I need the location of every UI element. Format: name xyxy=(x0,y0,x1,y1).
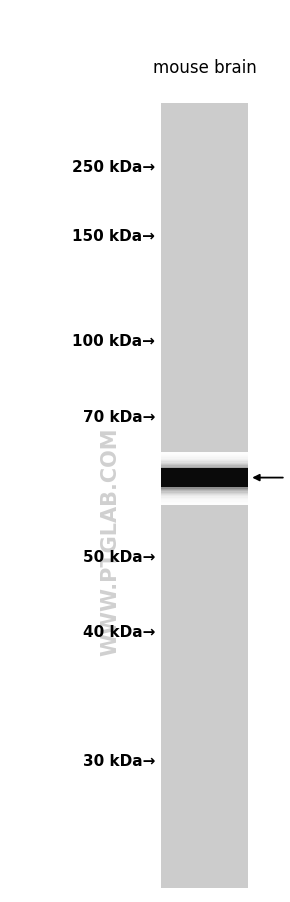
Bar xyxy=(161,462,248,464)
Text: 250 kDa→: 250 kDa→ xyxy=(72,160,155,174)
Bar xyxy=(161,468,248,470)
Bar xyxy=(161,485,248,487)
Bar xyxy=(161,486,248,488)
Bar xyxy=(161,500,248,502)
Text: 100 kDa→: 100 kDa→ xyxy=(72,334,155,348)
Bar xyxy=(161,459,248,461)
Bar xyxy=(161,493,248,495)
Bar xyxy=(161,463,248,465)
Bar xyxy=(161,491,248,492)
Bar xyxy=(161,471,248,473)
Bar xyxy=(161,489,248,491)
Text: 30 kDa→: 30 kDa→ xyxy=(83,753,155,768)
Bar xyxy=(161,454,248,456)
Bar xyxy=(161,456,248,457)
Bar xyxy=(161,483,248,484)
Bar xyxy=(161,465,248,467)
Bar xyxy=(161,470,248,472)
Text: 70 kDa→: 70 kDa→ xyxy=(83,410,155,424)
Text: 40 kDa→: 40 kDa→ xyxy=(83,624,155,639)
Bar xyxy=(161,495,248,497)
Bar xyxy=(161,494,248,496)
Bar xyxy=(161,467,248,469)
Bar xyxy=(161,498,248,500)
Bar xyxy=(161,456,248,458)
Bar xyxy=(161,461,248,463)
Bar xyxy=(161,502,248,504)
Bar xyxy=(161,492,248,493)
Bar xyxy=(161,483,248,486)
Bar xyxy=(161,458,248,460)
Text: WWW.PTGLAB.COM: WWW.PTGLAB.COM xyxy=(100,427,120,656)
Bar xyxy=(161,474,248,477)
Bar xyxy=(161,477,248,479)
Bar xyxy=(161,474,248,475)
Bar xyxy=(161,503,248,505)
Bar xyxy=(161,482,248,483)
Bar xyxy=(161,488,248,490)
Bar xyxy=(161,497,248,499)
Bar xyxy=(161,104,248,888)
Text: mouse brain: mouse brain xyxy=(153,59,256,77)
Bar xyxy=(161,473,248,474)
Bar xyxy=(161,480,248,482)
Bar xyxy=(161,479,248,481)
Bar xyxy=(161,465,248,466)
Text: 150 kDa→: 150 kDa→ xyxy=(72,229,155,244)
Text: 50 kDa→: 50 kDa→ xyxy=(83,549,155,564)
Bar xyxy=(161,476,248,478)
Bar xyxy=(161,453,248,455)
Bar xyxy=(161,468,248,488)
Bar xyxy=(161,501,248,502)
